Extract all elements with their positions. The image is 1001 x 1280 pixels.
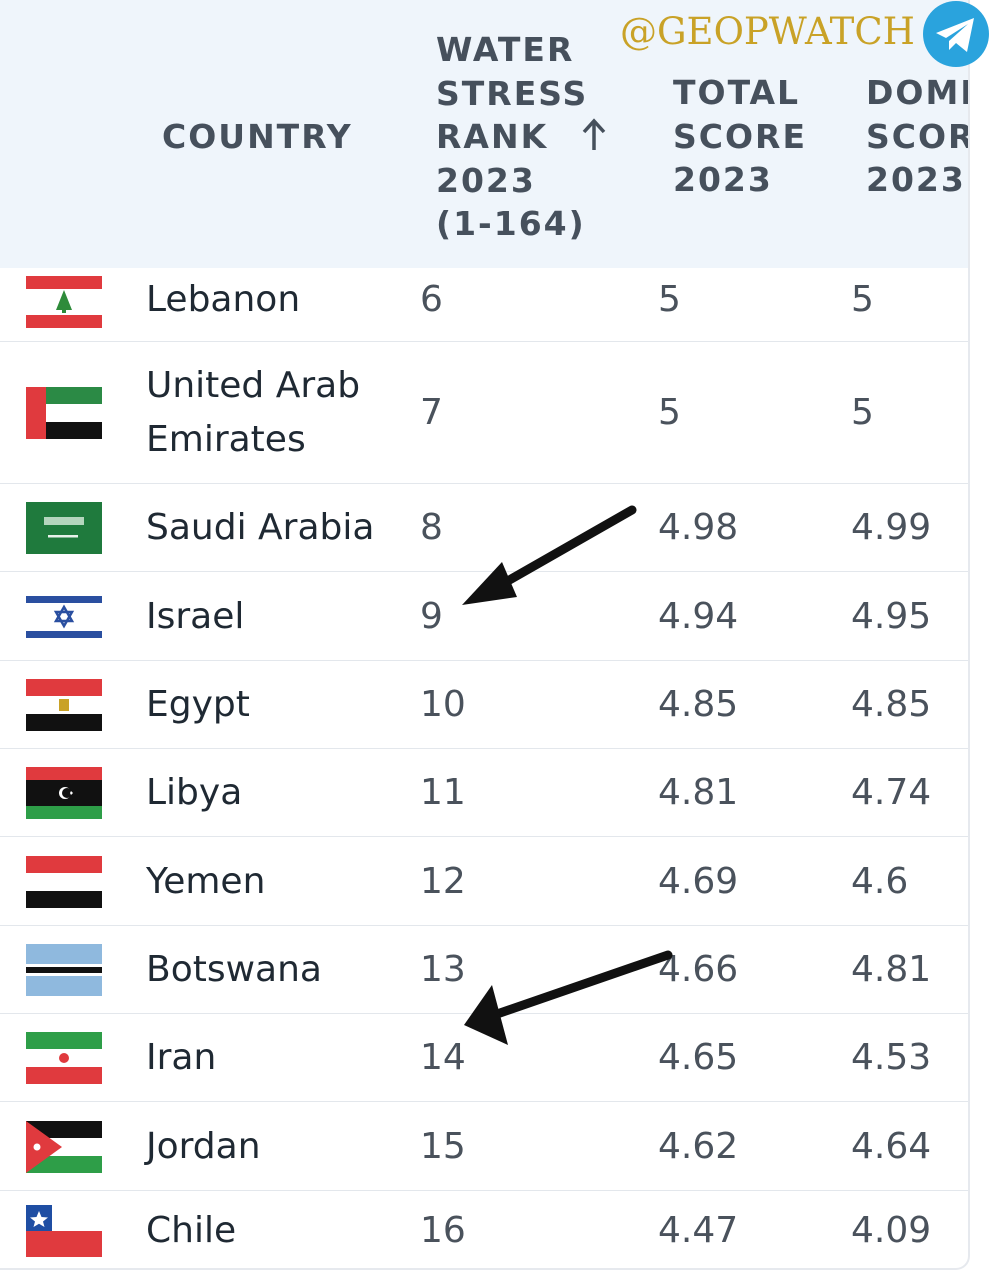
sort-ascending-arrow-icon[interactable]	[580, 118, 608, 152]
country-name: Jordan	[146, 1125, 261, 1167]
country-name: Yemen	[146, 860, 266, 902]
water-stress-rank-value: 6	[420, 278, 443, 320]
table-row[interactable]: United Arab Emirates 7 5 5	[0, 341, 968, 484]
domestic-score-value: 4.81	[851, 949, 932, 990]
country-name: Saudi Arabia	[146, 507, 375, 548]
table-row[interactable]: Botswana 13 4.66 4.81	[0, 925, 968, 1014]
jordan-flag-icon	[26, 1120, 102, 1173]
domestic-score-value: 4.95	[851, 595, 932, 637]
table-row[interactable]: Jordan 15 4.62 4.64	[0, 1101, 968, 1191]
water-stress-rank-value: 9	[420, 595, 443, 637]
table-row[interactable]: Chile 16 4.47 4.09	[0, 1190, 968, 1268]
table-row[interactable]: Saudi Arabia 8 4.98 4.99	[0, 483, 968, 572]
telegram-icon	[923, 1, 989, 67]
israel-flag-icon	[26, 590, 102, 643]
total-score-value: 4.47	[658, 1210, 739, 1251]
water-stress-rank-value: 8	[420, 507, 443, 548]
domestic-score-value: 4.09	[851, 1210, 932, 1251]
country-name: United Arab Emirates	[146, 365, 361, 460]
lebanon-flag-icon	[26, 275, 102, 328]
total-score-value: 4.94	[658, 595, 739, 637]
country-name: Botswana	[146, 949, 322, 990]
country-name: Lebanon	[146, 278, 301, 320]
total-score-value: 4.62	[658, 1125, 739, 1167]
domestic-score-value: 4.85	[851, 684, 932, 725]
country-name: Iran	[146, 1037, 217, 1078]
total-score-value: 4.66	[658, 949, 739, 990]
water-stress-rank-value: 13	[420, 949, 466, 990]
water-stress-rank-value: 15	[420, 1125, 466, 1167]
header-water-stress-rank[interactable]: WATER STRESS RANK 2023 (1-164)	[436, 30, 589, 243]
table-row[interactable]: Lebanon 6 5 5	[0, 268, 968, 341]
total-score-value: 4.85	[658, 684, 739, 725]
yemen-flag-icon	[26, 855, 102, 908]
domestic-score-value: 4.74	[851, 772, 932, 813]
domestic-score-value: 4.64	[851, 1125, 932, 1167]
water-stress-rank-value: 14	[420, 1037, 466, 1078]
chile-flag-icon	[26, 1205, 102, 1257]
water-stress-rank-value: 12	[420, 860, 466, 902]
water-stress-rank-value: 7	[420, 392, 443, 433]
uae-flag-icon	[26, 387, 102, 439]
water-stress-rank-value: 11	[420, 772, 466, 813]
total-score-value: 4.65	[658, 1037, 739, 1078]
country-name: Chile	[146, 1210, 237, 1251]
table-row[interactable]: Iran 14 4.65 4.53	[0, 1013, 968, 1102]
header-total-score[interactable]: TOTAL SCORE 2023	[673, 73, 807, 199]
domestic-score-value: 4.53	[851, 1037, 932, 1078]
domestic-score-value: 5	[851, 278, 874, 320]
total-score-value: 4.98	[658, 507, 739, 548]
total-score-value: 5	[658, 278, 681, 320]
water-stress-rank-value: 16	[420, 1210, 466, 1251]
country-name: Israel	[146, 595, 245, 637]
table-row[interactable]: Yemen 12 4.69 4.6	[0, 836, 968, 926]
watermark-text: @GEOPWATCH	[620, 10, 915, 53]
total-score-value: 4.69	[658, 860, 739, 902]
botswana-flag-icon	[26, 944, 102, 996]
header-domestic-score[interactable]: DOME SCORI 2023	[866, 73, 968, 199]
total-score-value: 4.81	[658, 772, 739, 813]
domestic-score-value: 4.99	[851, 507, 932, 548]
country-name: Egypt	[146, 684, 250, 725]
domestic-score-value: 5	[851, 392, 874, 433]
country-name: Libya	[146, 772, 243, 813]
egypt-flag-icon	[26, 679, 102, 731]
table-row[interactable]: Egypt 10 4.85 4.85	[0, 660, 968, 749]
water-stress-rank-value: 10	[420, 684, 466, 725]
domestic-score-value: 4.6	[851, 860, 909, 902]
table-header: COUNTRY WATER STRESS RANK 2023 (1-164) T…	[0, 0, 968, 268]
header-country[interactable]: COUNTRY	[162, 117, 353, 156]
ranking-table: COUNTRY WATER STRESS RANK 2023 (1-164) T…	[0, 0, 970, 1270]
table-row[interactable]: Israel 9 4.94 4.95	[0, 571, 968, 661]
libya-flag-icon	[26, 767, 102, 819]
saudi-flag-icon	[26, 502, 102, 554]
iran-flag-icon	[26, 1032, 102, 1084]
table-row[interactable]: Libya 11 4.81 4.74	[0, 748, 968, 837]
total-score-value: 5	[658, 392, 681, 433]
